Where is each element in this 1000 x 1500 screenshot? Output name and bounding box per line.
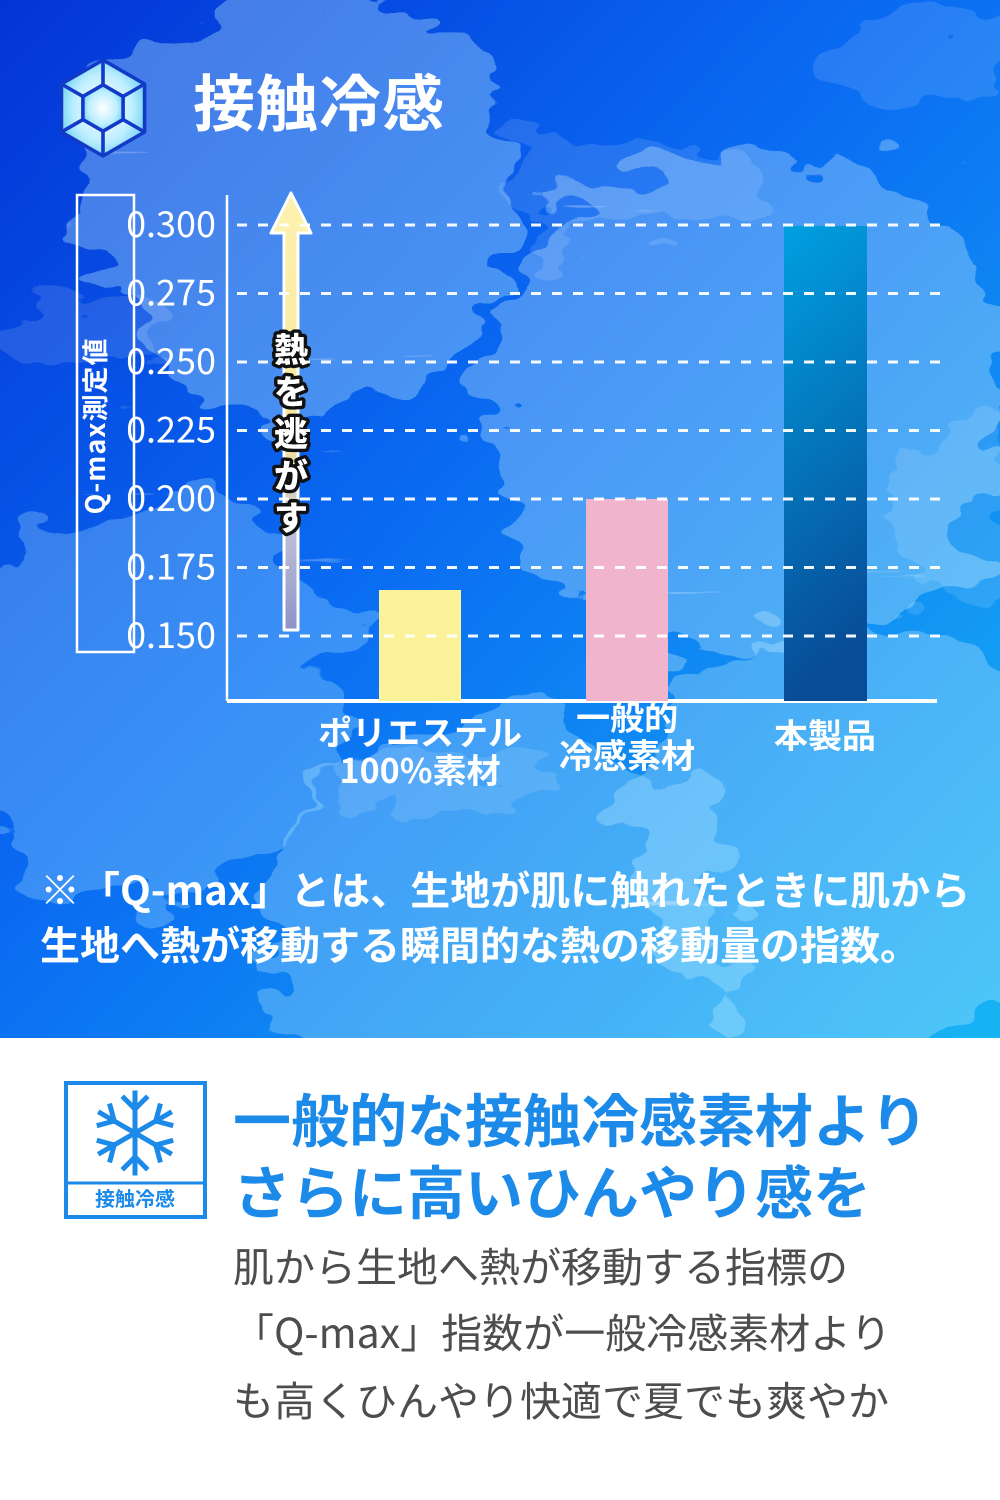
svg-text:も高くひんやり快適で夏でも爽やか: も高くひんやり快適で夏でも爽やか	[233, 1368, 889, 1428]
svg-text:0.250: 0.250	[126, 333, 216, 385]
svg-text:0.200: 0.200	[126, 470, 216, 522]
svg-text:Q-max測定値: Q-max測定値	[74, 338, 113, 515]
svg-text:100%素材: 100%素材	[340, 744, 501, 793]
svg-text:接触冷感: 接触冷感	[95, 1183, 175, 1212]
svg-text:※「Q-max」とは、生地が肌に触れたときに肌から: ※「Q-max」とは、生地が肌に触れたときに肌から	[40, 859, 970, 917]
svg-text:0.300: 0.300	[126, 196, 216, 248]
svg-text:冷感素材: 冷感素材	[559, 729, 695, 778]
svg-text:0.275: 0.275	[126, 265, 216, 317]
svg-text:0.150: 0.150	[126, 607, 216, 659]
svg-text:0.175: 0.175	[126, 539, 216, 591]
svg-text:さらに高いひんやり感を: さらに高いひんやり感を	[233, 1147, 871, 1231]
svg-text:生地へ熱が移動する瞬間的な熱の移動量の指数。: 生地へ熱が移動する瞬間的な熱の移動量の指数。	[40, 914, 920, 972]
svg-text:本製品: 本製品	[774, 709, 876, 758]
svg-text:肌から生地へ熱が移動する指標の: 肌から生地へ熱が移動する指標の	[233, 1234, 848, 1294]
svg-text:0.225: 0.225	[126, 402, 216, 454]
svg-text:「Q-max」指数が一般冷感素材より: 「Q-max」指数が一般冷感素材より	[233, 1300, 891, 1360]
